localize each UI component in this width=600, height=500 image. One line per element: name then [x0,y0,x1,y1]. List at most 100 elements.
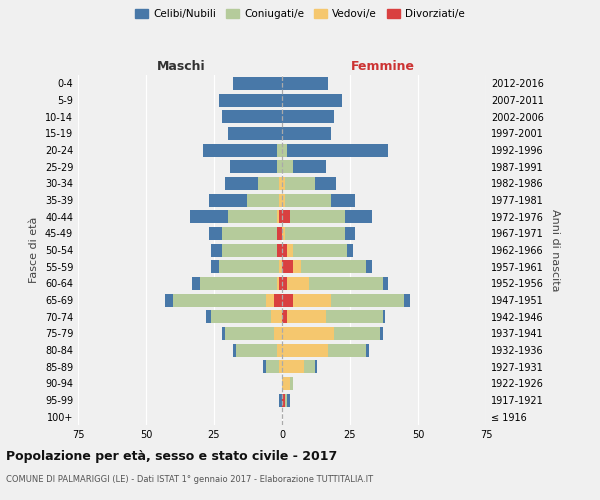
Bar [222,227,277,240]
Bar [380,327,383,340]
Bar [282,177,285,190]
Bar [282,260,293,273]
Bar [282,210,290,223]
Bar [293,244,347,256]
Bar [271,310,282,323]
Bar [282,244,287,256]
Bar [220,94,282,106]
Bar [209,194,247,206]
Bar [285,227,344,240]
Bar [287,244,293,256]
Bar [279,360,282,373]
Text: COMUNE DI PALMARIGGI (LE) - Dati ISTAT 1° gennaio 2017 - Elaborazione TUTTITALIA: COMUNE DI PALMARIGGI (LE) - Dati ISTAT 1… [6,475,373,484]
Bar [282,227,285,240]
Bar [367,260,372,273]
Bar [404,294,410,306]
Bar [220,260,279,273]
Bar [282,160,293,173]
Bar [282,310,287,323]
Bar [277,344,282,356]
Bar [287,310,326,323]
Bar [247,194,279,206]
Bar [334,327,380,340]
Bar [293,260,301,273]
Bar [279,194,282,206]
Bar [222,110,282,123]
Bar [165,294,173,306]
Bar [301,260,367,273]
Bar [211,310,271,323]
Bar [277,277,279,290]
Bar [285,177,314,190]
Bar [277,244,282,256]
Y-axis label: Fasce di età: Fasce di età [29,217,39,283]
Bar [282,277,287,290]
Bar [282,327,334,340]
Bar [331,194,355,206]
Bar [290,377,293,390]
Bar [367,344,369,356]
Bar [230,160,277,173]
Bar [233,344,236,356]
Bar [331,294,404,306]
Bar [222,327,225,340]
Bar [282,127,331,140]
Bar [344,227,355,240]
Bar [274,327,282,340]
Bar [282,377,290,390]
Bar [257,177,279,190]
Bar [211,244,222,256]
Bar [326,310,383,323]
Bar [282,94,342,106]
Bar [279,277,282,290]
Bar [192,277,200,290]
Legend: Celibi/Nubili, Coniugati/e, Vedovi/e, Divorziati/e: Celibi/Nubili, Coniugati/e, Vedovi/e, Di… [131,5,469,24]
Bar [173,294,266,306]
Bar [190,210,227,223]
Bar [279,260,282,273]
Bar [277,210,279,223]
Bar [290,210,344,223]
Bar [225,327,274,340]
Bar [285,394,287,406]
Bar [233,77,282,90]
Bar [236,344,277,356]
Bar [344,210,372,223]
Bar [227,210,277,223]
Bar [304,360,314,373]
Bar [309,277,383,290]
Bar [263,360,266,373]
Bar [266,360,279,373]
Bar [282,360,304,373]
Bar [277,227,282,240]
Bar [282,77,328,90]
Bar [277,144,282,156]
Bar [211,260,220,273]
Bar [287,144,388,156]
Bar [266,294,274,306]
Bar [274,294,282,306]
Bar [314,360,317,373]
Bar [285,194,331,206]
Bar [287,277,309,290]
Bar [279,177,282,190]
Bar [347,244,353,256]
Bar [282,110,334,123]
Bar [282,294,293,306]
Bar [383,277,388,290]
Bar [314,177,337,190]
Bar [287,394,290,406]
Bar [209,227,222,240]
Text: Popolazione per età, sesso e stato civile - 2017: Popolazione per età, sesso e stato civil… [6,450,337,463]
Y-axis label: Anni di nascita: Anni di nascita [550,208,560,291]
Bar [282,194,285,206]
Bar [282,394,285,406]
Bar [293,294,331,306]
Bar [203,144,277,156]
Bar [225,177,257,190]
Bar [282,344,328,356]
Bar [222,244,277,256]
Bar [279,394,282,406]
Bar [328,344,367,356]
Bar [277,160,282,173]
